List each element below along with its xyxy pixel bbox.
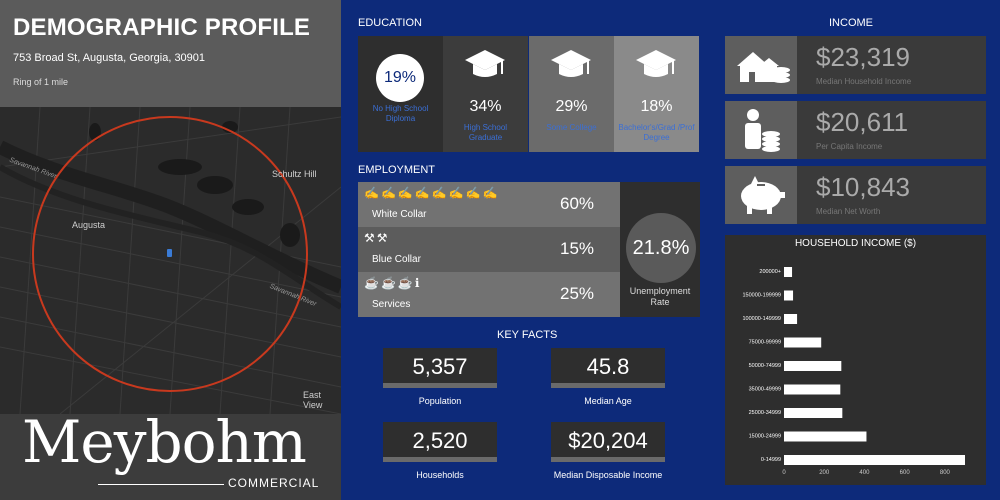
map-label-schultz-hill: Schultz Hill — [272, 169, 317, 179]
income-bar — [784, 455, 965, 465]
map-graphic — [0, 107, 341, 414]
income-value: $23,319 — [816, 42, 910, 72]
income-bar — [784, 384, 841, 395]
income-bar — [784, 361, 842, 371]
household-income-chart: HOUSEHOLD INCOME ($) 200000+ 150000-19999… — [725, 235, 986, 485]
income-value: $10,843 — [816, 172, 910, 202]
employment-panel: ✍✍✍✍✍✍✍✍ White Collar 60% ⚒⚒ Blue Collar… — [358, 182, 700, 317]
fact-median-disposable-income: $20,204 — [551, 422, 665, 462]
employment-row-services: ☕☕☕ℹ Services 25% — [358, 272, 620, 317]
graduation-cap-icon — [636, 50, 676, 77]
map-label-augusta: Augusta — [72, 220, 106, 230]
income-label: Median Net Worth — [816, 207, 881, 216]
category-label: 35000-49999 — [749, 387, 781, 393]
chart-title: HOUSEHOLD INCOME ($) — [794, 238, 917, 249]
graduation-cap-icon — [551, 50, 591, 77]
income-label: Per Capita Income — [816, 142, 883, 151]
logo-subtitle: COMMERCIAL — [228, 476, 320, 490]
left-panel: DEMOGRAPHIC PROFILE 753 Broad St, August… — [0, 0, 341, 500]
income-label: Median Household Income — [816, 77, 912, 86]
person-coins-icon — [725, 101, 797, 159]
education-pct: 18% — [640, 98, 673, 115]
income-per-capita: $20,611 Per Capita Income — [725, 101, 986, 159]
category-label: 75000-99999 — [749, 340, 781, 346]
ring-text: Ring of 1 mile — [13, 77, 69, 87]
canal — [0, 164, 341, 310]
employment-label: Services — [372, 299, 411, 310]
category-label: 200000+ — [759, 269, 781, 275]
household-income-bars: 200000+ 150000-199999 100000-149999 75000-9… — [742, 267, 965, 476]
income-bar — [784, 267, 793, 277]
fact-label: Median Disposable Income — [553, 470, 663, 480]
employment-pct: 25% — [560, 284, 595, 303]
logo-wordmark: Meybohm — [22, 408, 307, 476]
x-tick-label: 200 — [819, 470, 830, 476]
address-text: 753 Broad St, Augusta, Georgia, 30901 — [13, 52, 206, 64]
radius-ring — [32, 116, 308, 392]
worker-icons: ⚒⚒ — [364, 231, 390, 245]
x-tick-label: 600 — [900, 470, 911, 476]
piggy-bank-icon — [725, 166, 797, 224]
map-view[interactable]: Augusta Schultz Hill East View Savannah … — [0, 107, 341, 414]
location-pin-icon[interactable] — [167, 249, 172, 257]
income-value: $20,611 — [816, 107, 909, 137]
education-title: EDUCATION — [358, 17, 422, 29]
employment-label: Blue Collar — [372, 254, 421, 265]
category-label: 0-14999 — [761, 457, 781, 463]
worker-icons: ☕☕☕ℹ — [364, 276, 422, 290]
education-item-some-college: 29% Some College — [529, 36, 614, 152]
education-item-high-school: 34% High School Graduate — [443, 36, 528, 152]
education-label: High School Graduate — [463, 123, 508, 142]
fact-label: Median Age — [584, 396, 632, 406]
income-bar — [784, 408, 843, 418]
category-label: 15000-24999 — [749, 434, 781, 440]
education-item-bachelors: 18% Bachelor's/Grad /Prof Degree — [614, 36, 699, 152]
profile-header: DEMOGRAPHIC PROFILE 753 Broad St, August… — [0, 0, 341, 107]
education-label: Some College — [546, 123, 597, 132]
key-facts-title: KEY FACTS — [497, 329, 558, 341]
category-label: 50000-74999 — [749, 363, 781, 369]
river — [0, 140, 341, 294]
water-bodies — [89, 121, 300, 247]
fact-households: 2,520 — [383, 422, 497, 462]
worker-icons: ✍✍✍✍✍✍✍✍ — [364, 186, 500, 200]
education-pct: 34% — [469, 98, 502, 115]
employment-label: White Collar — [372, 209, 427, 220]
unemployment-rate-label: Unemployment Rate — [629, 286, 691, 307]
x-tick-label: 400 — [859, 470, 870, 476]
employment-title: EMPLOYMENT — [358, 164, 436, 176]
x-tick-label: 0 — [782, 470, 786, 476]
education-pct-circle: 19% — [376, 54, 424, 102]
map-label-east-view: East View — [303, 390, 323, 410]
page-title: DEMOGRAPHIC PROFILE — [13, 14, 311, 41]
x-tick-label: 800 — [940, 470, 951, 476]
income-median-net-worth: $10,843 Median Net Worth — [725, 166, 986, 224]
graduation-cap-icon — [465, 50, 505, 77]
fact-median-age: 45.8 — [551, 348, 665, 388]
category-label: 100000-149999 — [742, 316, 781, 322]
employment-pct: 15% — [560, 239, 595, 258]
category-label: 25000-34999 — [749, 410, 781, 416]
fact-label: Population — [418, 396, 462, 406]
fact-population: 5,357 — [383, 348, 497, 388]
employment-row-white-collar: ✍✍✍✍✍✍✍✍ White Collar 60% — [358, 182, 620, 227]
income-bar — [784, 337, 822, 348]
unemployment-rate-circle: 21.8% — [626, 213, 696, 283]
income-title: INCOME — [829, 17, 873, 29]
employment-row-blue-collar: ⚒⚒ Blue Collar 15% — [358, 227, 620, 272]
income-bar — [784, 431, 867, 442]
education-pct: 29% — [555, 98, 588, 115]
logo-divider — [98, 484, 224, 485]
education-label: Bachelor's/Grad /Prof Degree — [618, 123, 695, 142]
company-logo: Meybohm COMMERCIAL — [0, 408, 341, 500]
fact-label: Households — [416, 470, 464, 480]
house-coins-icon — [725, 36, 797, 94]
income-bar — [784, 314, 798, 324]
employment-pct: 60% — [560, 194, 595, 213]
education-label: No High School Diploma — [372, 104, 429, 123]
income-bar — [784, 290, 794, 301]
category-label: 150000-199999 — [742, 293, 781, 299]
education-item-no-diploma: 19% No High School Diploma — [358, 36, 443, 152]
income-median-household: $23,319 Median Household Income — [725, 36, 986, 94]
